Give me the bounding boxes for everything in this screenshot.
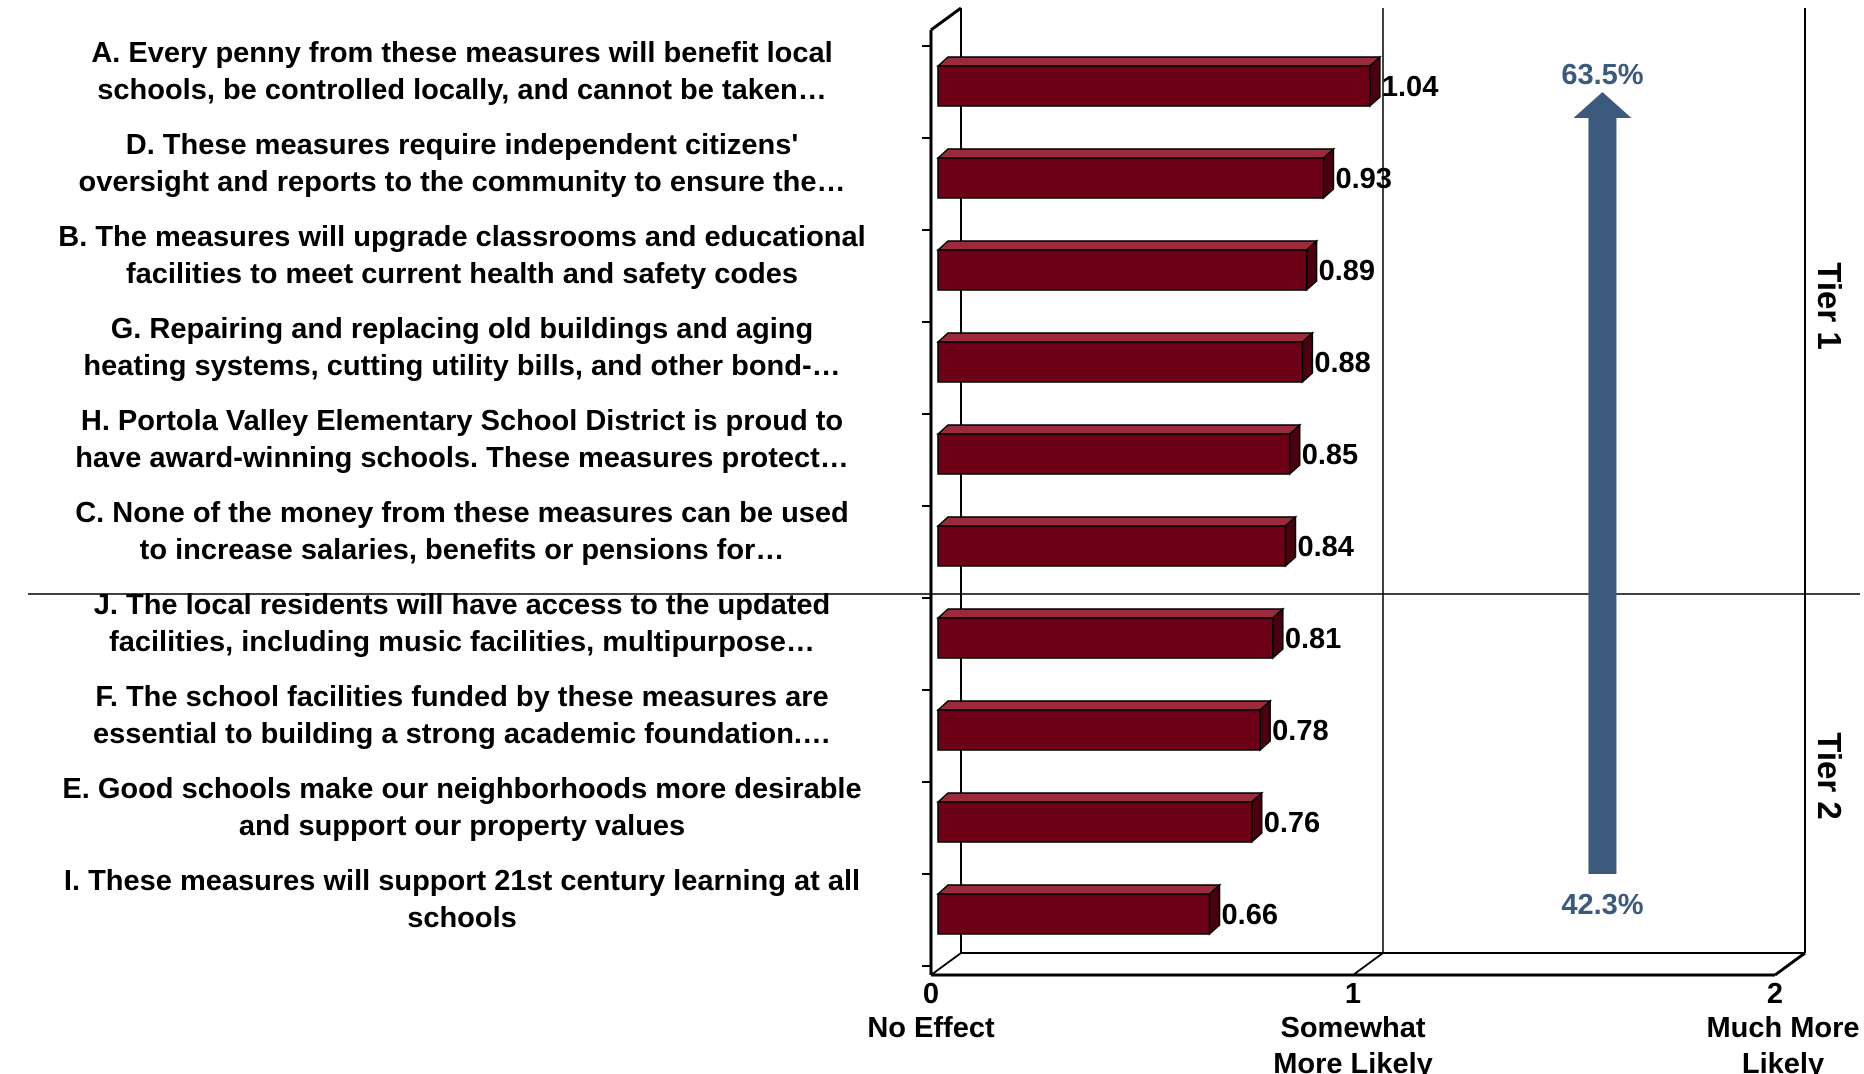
bar [936,331,1315,384]
category-label: C. None of the money from these measures… [75,497,849,529]
bar-side-face [1208,883,1221,936]
data-label: 0.76 [1264,807,1320,839]
bar [936,607,1285,660]
category-label: essential to building a strong academic … [93,718,831,750]
category-label: I. These measures will support 21st cent… [64,865,860,897]
bar-top-face [936,608,1285,619]
data-label: 0.89 [1319,255,1375,287]
floor-right-depth [1774,951,1806,977]
bar-front-face [937,525,1287,567]
category-label: B. The measures will upgrade classrooms … [58,221,865,253]
bar-top-face [936,240,1319,251]
bar-side-face [1301,331,1314,384]
category-label: facilities, including music facilities, … [109,626,815,658]
bar-top-face [936,332,1315,343]
bar [936,883,1222,936]
category-label: schools [407,902,517,934]
floor-gridline [1352,952,1384,976]
category-label: to increase salaries, benefits or pensio… [140,534,785,566]
category-label: F. The school facilities funded by these… [95,681,828,713]
bar-top-face [936,516,1298,527]
tick-caption: Likely [1742,1048,1824,1074]
tick-caption: No Effect [867,1012,995,1044]
tick-label: 2 [1767,978,1783,1010]
category-label: have award-winning schools. These measur… [75,442,849,474]
category-label: heating systems, cutting utility bills, … [83,350,840,382]
category-label: and support our property values [239,810,685,842]
tier-labels: Tier 1 Tier 2 [28,262,1860,820]
tier-label: Tier 1 [1811,262,1848,349]
chart-frame [922,6,1806,977]
bar-side-face [1250,791,1263,844]
category-labels: A. Every penny from these measures will … [58,37,865,934]
bar-side-face [1284,515,1297,568]
bar-side-face [1272,607,1284,660]
bar [936,699,1273,752]
bar-side-face [1288,423,1301,476]
bar-front-face [937,157,1325,199]
arrow-shaft [1588,118,1617,874]
bar [936,515,1298,568]
tick-label: 1 [1345,978,1361,1010]
bar-front-face [937,433,1291,475]
bar-side-face [1322,147,1335,200]
category-label: D. These measures require independent ci… [126,129,799,161]
bar-front-face [937,65,1371,107]
data-label: 0.78 [1272,715,1328,747]
data-label: 0.88 [1314,347,1370,379]
bar-front-face [937,709,1261,751]
category-label: H. Portola Valley Elementary School Dist… [81,405,843,437]
bar-side-face [1369,55,1381,108]
bar [936,791,1264,844]
bar [936,147,1336,200]
data-label: 0.93 [1335,163,1391,195]
bar-front-face [937,801,1253,843]
tick-caption: More Likely [1273,1048,1433,1074]
category-label: facilities to meet current health and sa… [126,258,798,290]
floor-left-depth [930,952,962,976]
category-label: schools, be controlled locally, and cann… [97,74,826,106]
tick-label: 0 [923,978,939,1010]
data-label: 0.81 [1285,623,1341,655]
y-axis-top-depth [930,6,962,32]
bar-side-face [1259,699,1271,752]
data-label: 0.85 [1302,439,1358,471]
tick-caption: Much More [1706,1012,1859,1044]
bar-top-face [936,56,1382,67]
bar-top-face [936,148,1336,159]
arrow-bottom-label: 42.3% [1561,889,1643,921]
tier-label: Tier 2 [1811,732,1848,819]
category-label: G. Repairing and replacing old buildings… [111,313,814,345]
bar-side-face [1305,239,1318,292]
data-label: 0.66 [1222,899,1278,931]
bar [936,55,1382,108]
bar-series: 1.04 0.93 0.89 0.88 0.85 0.84 0.81 0.78 0.76 0.66 [936,55,1438,936]
bar-front-face [937,617,1274,659]
tick-caption: Somewhat [1280,1012,1425,1044]
percent-arrow: 63.5% 42.3% [1561,59,1643,921]
bar-front-face [937,893,1211,935]
bar-top-face [936,424,1302,435]
bar-top-face [936,700,1273,711]
arrow-top-label: 63.5% [1561,59,1643,91]
data-label: 0.84 [1297,531,1353,563]
bar [936,239,1319,292]
category-label: A. Every penny from these measures will … [91,37,832,69]
bar-front-face [937,341,1304,383]
bar-top-face [936,884,1222,895]
arrow-head [1573,92,1632,118]
data-label: 1.04 [1382,71,1438,103]
category-label: oversight and reports to the community t… [79,166,846,198]
bar [936,423,1302,476]
category-label: E. Good schools make our neighborhoods m… [62,773,861,805]
bar-top-face [936,792,1264,803]
bar-front-face [937,249,1308,291]
